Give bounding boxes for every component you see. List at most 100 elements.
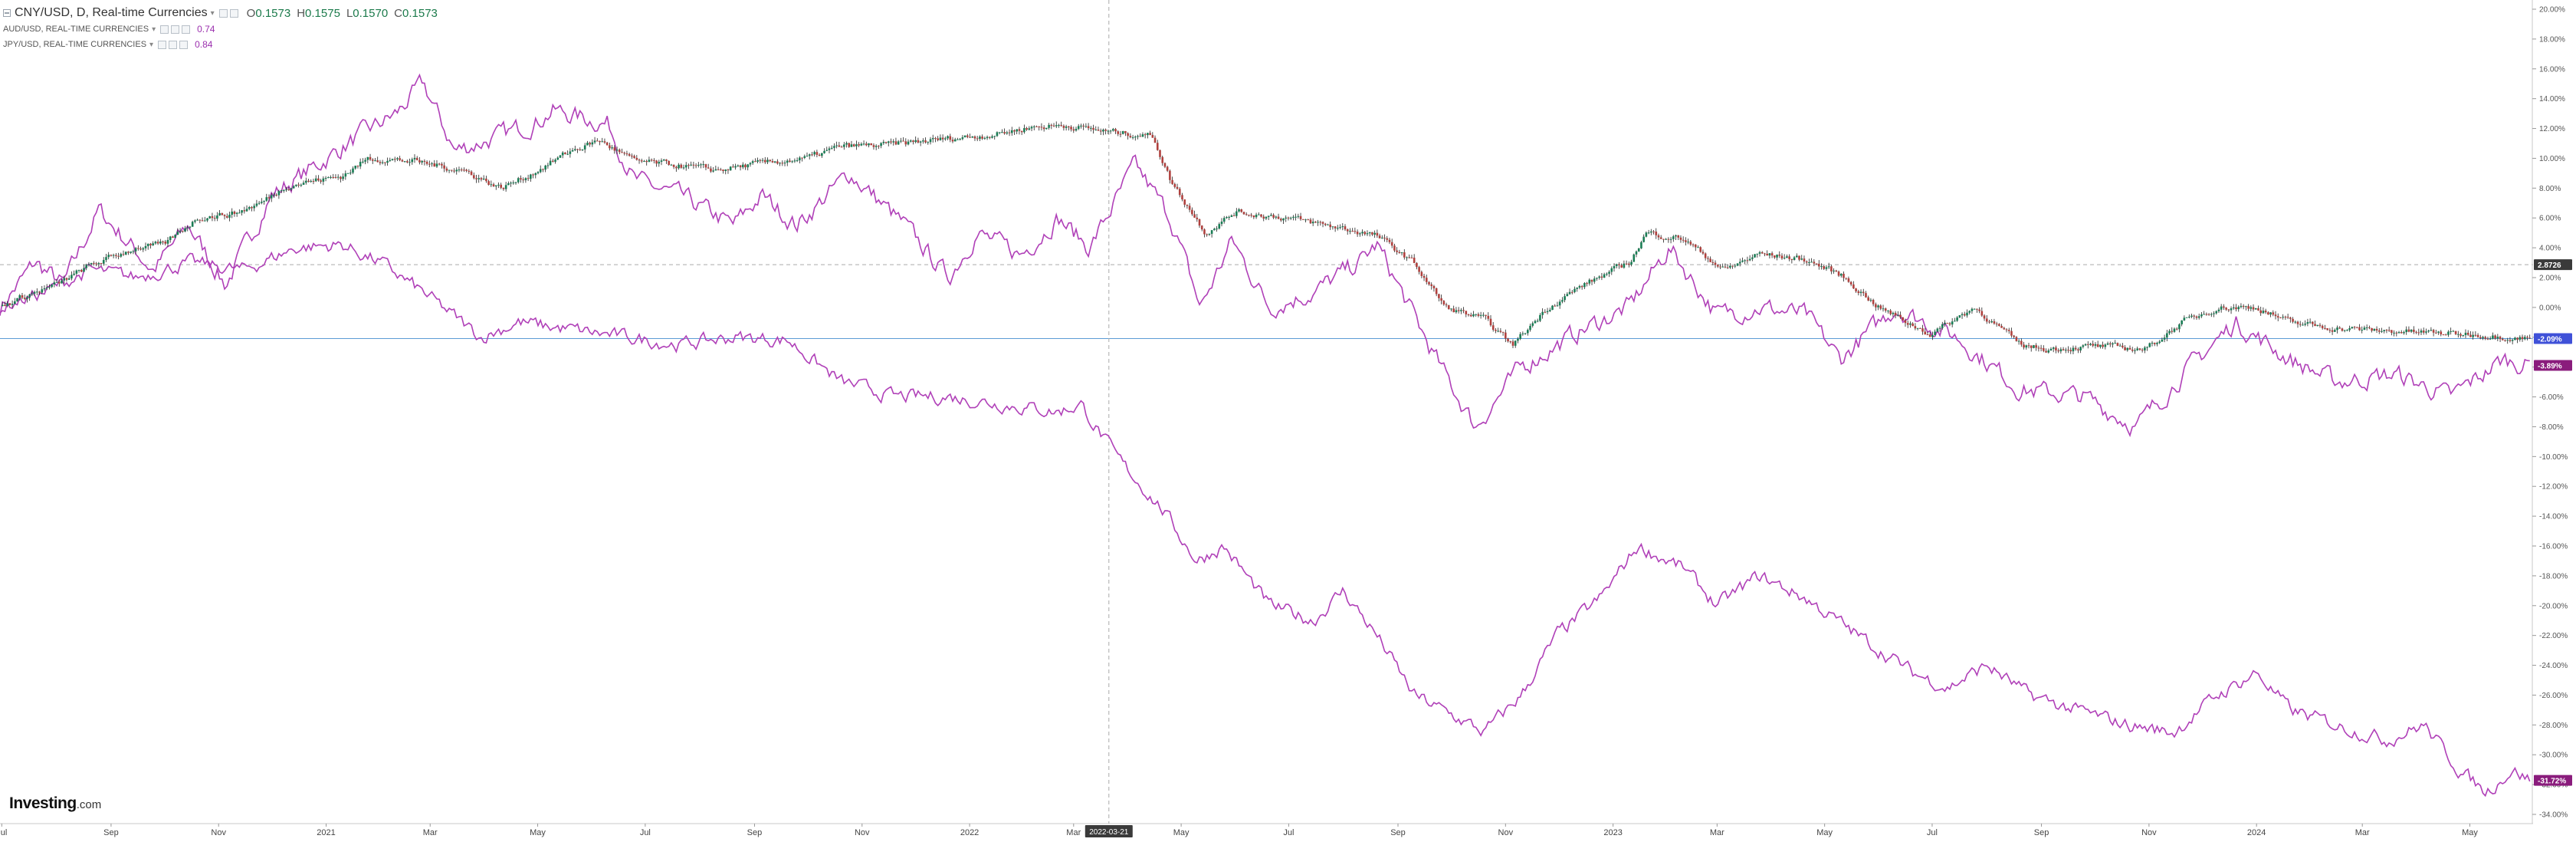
- candle-body: [2341, 328, 2344, 331]
- candle-body: [811, 154, 813, 156]
- plot-area[interactable]: [0, 0, 2532, 824]
- candle-body: [324, 178, 327, 179]
- candle-body: [1055, 125, 1058, 127]
- dropdown-caret-icon[interactable]: ▾: [152, 25, 156, 34]
- y-tick-label: 2.00%: [2539, 275, 2561, 283]
- legend-main-row[interactable]: CNY/USD, D, Real-time Currencies ▾ O0.15…: [3, 5, 438, 21]
- candle-body: [435, 163, 438, 167]
- candle-body: [894, 141, 897, 145]
- candle-body: [1085, 126, 1088, 127]
- candle-body: [1756, 253, 1759, 255]
- x-tick-label: Sep: [747, 828, 763, 837]
- candle-body: [1495, 330, 1497, 331]
- candle-body: [2134, 350, 2136, 351]
- candle-body: [166, 239, 169, 244]
- candle-body: [95, 263, 97, 265]
- candle-body: [1578, 286, 1581, 288]
- candle-body: [1983, 315, 1986, 319]
- candle-body: [2126, 347, 2129, 350]
- candle-body: [83, 268, 85, 272]
- candle-body: [1277, 216, 1280, 219]
- candle-body: [605, 142, 609, 146]
- settings-icon[interactable]: [229, 8, 238, 18]
- y-tick-label: -6.00%: [2539, 393, 2564, 402]
- visibility-toggle-icon[interactable]: [160, 25, 169, 34]
- candle-body: [897, 141, 900, 145]
- candle-body: [1013, 130, 1016, 132]
- candle-body: [2168, 331, 2171, 334]
- candle-body: [2163, 337, 2166, 340]
- candle-body: [1329, 224, 1331, 228]
- candle-body: [211, 216, 214, 219]
- candle-body: [870, 143, 873, 146]
- settings-icon[interactable]: [169, 40, 178, 49]
- candle-body: [707, 167, 710, 169]
- dropdown-caret-icon[interactable]: ▾: [210, 8, 215, 18]
- candle-body: [1657, 235, 1660, 238]
- candle-body: [480, 178, 483, 180]
- candle-body: [1117, 131, 1120, 134]
- candle-body: [949, 136, 952, 140]
- legend-overlay-row[interactable]: JPY/USD, REAL-TIME CURRENCIES ▾ 0.84: [3, 37, 438, 52]
- candle-body: [2161, 339, 2164, 342]
- candle-body: [734, 166, 737, 168]
- x-tick-label: Nov: [1498, 828, 1514, 837]
- candle-body: [1865, 293, 1867, 298]
- candle-body: [2045, 350, 2047, 353]
- candle-body: [754, 161, 756, 163]
- candle-body: [1825, 267, 1828, 269]
- investing-logo[interactable]: Investing.com: [9, 794, 101, 813]
- legend-overlay-row[interactable]: AUD/USD, REAL-TIME CURRENCIES ▾ 0.74: [3, 21, 438, 37]
- candle-body: [2326, 328, 2328, 331]
- candle-body: [307, 180, 310, 182]
- candle-body: [310, 181, 313, 183]
- remove-overlay-icon[interactable]: [179, 40, 189, 49]
- candle-body: [532, 174, 534, 176]
- dropdown-caret-icon[interactable]: ▾: [149, 40, 154, 49]
- candle-body: [1203, 229, 1206, 235]
- candle-body: [1924, 331, 1927, 335]
- candle-body: [1721, 266, 1724, 268]
- candle-body: [2118, 345, 2122, 347]
- candle-body: [1050, 124, 1053, 126]
- candle-body: [2363, 327, 2366, 331]
- candle-body: [892, 141, 895, 143]
- candle-body: [1331, 226, 1334, 228]
- visibility-toggle-icon[interactable]: [158, 40, 167, 49]
- candle-body: [1309, 219, 1312, 224]
- candle-body: [1134, 136, 1137, 138]
- candle-body: [520, 178, 522, 180]
- candle-body: [1245, 214, 1248, 215]
- candle-body: [144, 245, 147, 248]
- candle-body: [561, 152, 564, 156]
- candle-body: [1770, 253, 1774, 256]
- candle-body: [1292, 216, 1295, 218]
- candle-body: [2213, 313, 2215, 314]
- candle-body: [194, 220, 196, 222]
- candle-body: [1980, 311, 1984, 316]
- candle-body: [1628, 263, 1630, 265]
- collapse-legend-icon[interactable]: [3, 9, 11, 17]
- candle-body: [2321, 325, 2324, 328]
- candle-body: [1282, 218, 1285, 221]
- candle-body: [122, 254, 125, 255]
- remove-overlay-icon[interactable]: [182, 25, 191, 34]
- candle-body: [2312, 321, 2314, 324]
- candle-body: [2262, 311, 2265, 314]
- candle-body: [2249, 307, 2253, 309]
- candle-body: [2264, 311, 2267, 313]
- candle-body: [314, 178, 317, 182]
- settings-icon[interactable]: [171, 25, 180, 34]
- candle-body: [603, 141, 606, 143]
- candle-body: [460, 169, 463, 171]
- candle-body: [1534, 321, 1537, 324]
- overlay-line-jpy-usd[interactable]: [0, 241, 2531, 798]
- candle-body: [803, 156, 806, 158]
- candle-body: [458, 169, 461, 171]
- candle-body: [1884, 308, 1887, 311]
- visibility-toggle-icon[interactable]: [218, 8, 228, 18]
- candle-body: [1724, 266, 1727, 268]
- overlay-line-aud-usd[interactable]: [0, 73, 2530, 438]
- candle-body: [2181, 320, 2183, 324]
